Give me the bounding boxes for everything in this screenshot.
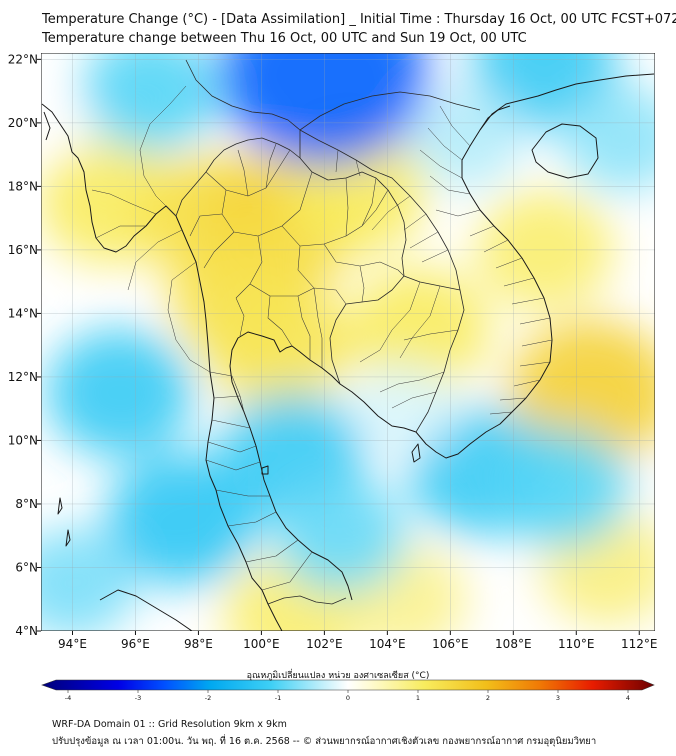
samui-island bbox=[261, 465, 269, 475]
tick-label-lat: 14°N bbox=[8, 306, 38, 320]
map-subtitle: Temperature change between Thu 16 Oct, 0… bbox=[42, 31, 527, 46]
colorbar-tick-label: 4 bbox=[626, 694, 630, 702]
mainland-coastline bbox=[41, 73, 655, 631]
sumatra-coast bbox=[99, 589, 193, 631]
andaman-islands bbox=[43, 111, 71, 547]
colorbar-tick-label: 0 bbox=[346, 694, 350, 702]
cambodia-vietnam-border bbox=[415, 289, 465, 433]
axis-labels: 94°E 96°E 98°E 100°E 102°E 104°E 106°E 108°E 110… bbox=[8, 52, 658, 651]
colorbar-title: อุณหภูมิเปลี่ยนแปลง หน่วย องศาเซลเซียส (… bbox=[246, 671, 430, 681]
temperature-field-layer bbox=[41, 53, 655, 631]
colorbar-tick-label: -2 bbox=[205, 694, 211, 702]
field-south-china-sea-warm bbox=[508, 319, 655, 466]
china-vietnam-border bbox=[299, 91, 481, 131]
colorbar-tick-label: 2 bbox=[486, 694, 490, 702]
tick-label-lat: 22°N bbox=[8, 52, 38, 66]
tick-label-lon: 112°E bbox=[621, 637, 658, 651]
tick-label-lat: 8°N bbox=[15, 497, 38, 511]
thai-province-boundaries bbox=[189, 143, 405, 591]
colorbar-tick-label: -4 bbox=[65, 694, 71, 702]
laos-vietnam-border bbox=[299, 129, 461, 291]
tick-label-lon: 96°E bbox=[121, 637, 150, 651]
neighbour-province-boundaries bbox=[91, 85, 553, 415]
field-gulf-north-warm bbox=[203, 280, 351, 410]
model-info: WRF-DA Domain 01 :: Grid Resolution 9km … bbox=[52, 719, 287, 730]
field-north-vietnam-cool bbox=[409, 89, 523, 188]
tick-label-lat: 4°N bbox=[15, 624, 38, 638]
tick-label-lat: 16°N bbox=[8, 243, 38, 257]
tick-label-lat: 10°N bbox=[8, 433, 38, 447]
thailand-laos-border bbox=[299, 157, 407, 277]
myanmar-thailand-border bbox=[175, 137, 301, 217]
hainan-island bbox=[531, 123, 599, 179]
thailand-malaysia-border bbox=[267, 595, 347, 605]
field-east-cold bbox=[491, 428, 630, 548]
tick-label-lon: 94°E bbox=[58, 637, 87, 651]
tick-label-lon: 110°E bbox=[558, 637, 595, 651]
tick-label-lat: 12°N bbox=[8, 370, 38, 384]
tick-label-lat: 20°N bbox=[8, 116, 38, 130]
tick-label-lon: 106°E bbox=[432, 637, 469, 651]
tick-label-lat: 18°N bbox=[8, 179, 38, 193]
tick-label-lon: 100°E bbox=[243, 637, 280, 651]
field-andaman-cold bbox=[45, 328, 194, 458]
tick-label-lat: 6°N bbox=[15, 560, 38, 574]
colorbar-bar bbox=[41, 679, 655, 691]
tick-label-lon: 104°E bbox=[369, 637, 406, 651]
tick-label-lon: 108°E bbox=[495, 637, 532, 651]
tick-label-lon: 102°E bbox=[306, 637, 343, 651]
field-northwest-cold bbox=[82, 53, 220, 151]
map-title: Temperature Change (°C) - [Data Assimila… bbox=[42, 12, 676, 27]
field-andaman-south-cold bbox=[106, 453, 260, 587]
gulf-of-tonkin-coast bbox=[479, 105, 511, 131]
field-sw-cool bbox=[41, 527, 137, 631]
colorbar-tick-label: -3 bbox=[135, 694, 141, 702]
grid-lines bbox=[41, 53, 655, 631]
tick-label-lon: 98°E bbox=[184, 637, 213, 651]
colorbar: -4 -3 -2 -1 0 1 2 3 4 bbox=[41, 679, 655, 702]
colorbar-tick-label: 1 bbox=[416, 694, 420, 702]
field-southern-gulf-cold bbox=[273, 478, 407, 594]
field-cambodia-south-neutral bbox=[352, 364, 455, 454]
colorbar-tick-label: -1 bbox=[275, 694, 281, 702]
field-hainan-cool bbox=[562, 85, 655, 192]
cambodia-laos-border bbox=[403, 275, 461, 291]
geography-layer bbox=[41, 59, 655, 631]
colorbar-tick-label: 3 bbox=[556, 694, 560, 702]
update-info: ปรับปรุงข้อมูล ณ เวลา 01:00น. วัน พฤ. ที… bbox=[52, 736, 597, 747]
phu-quoc-island bbox=[411, 443, 421, 463]
myanmar-china-border bbox=[185, 59, 301, 158]
colorbar-ticks: -4 -3 -2 -1 0 1 2 3 4 bbox=[65, 690, 630, 702]
plot-area bbox=[41, 53, 655, 631]
